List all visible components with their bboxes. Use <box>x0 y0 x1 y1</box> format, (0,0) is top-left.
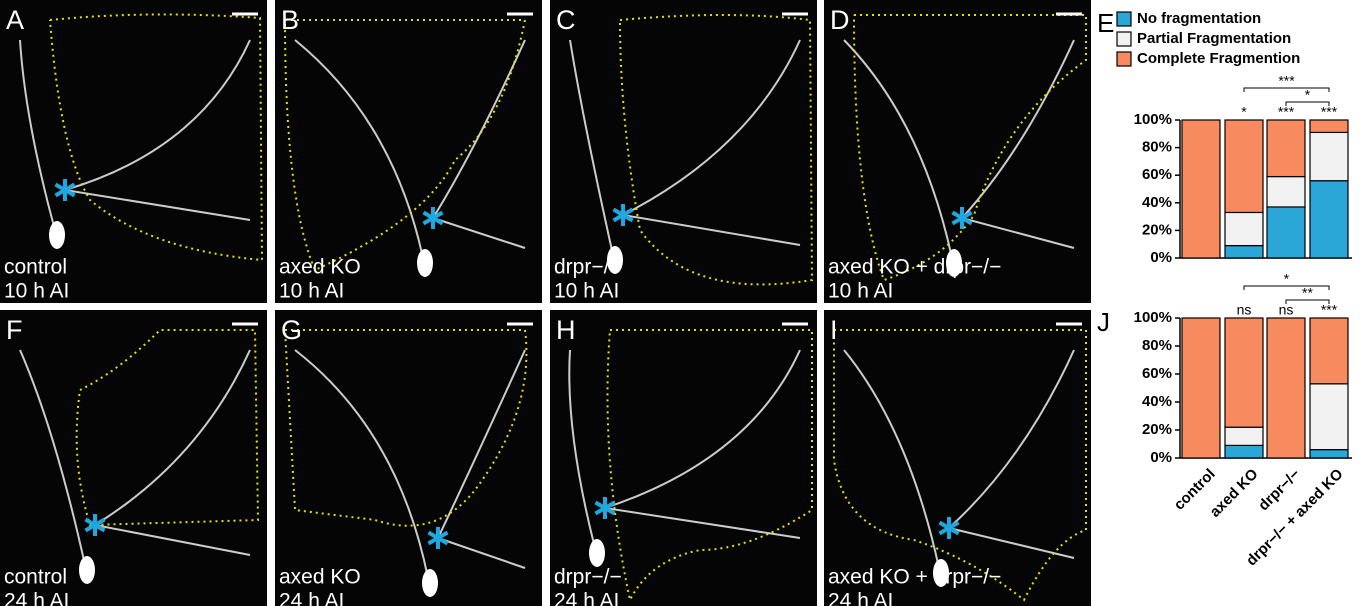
bar-segment <box>1182 318 1220 458</box>
page: {"panels": [ {"label": "A", "genotype": … <box>0 0 1362 606</box>
comparison-label: ** <box>1302 285 1313 301</box>
image-panel: Cdrpr−/−10 h AI <box>550 0 817 303</box>
y-tick-label: 80% <box>1142 139 1172 156</box>
y-tick-label: 40% <box>1142 393 1172 410</box>
panel-label: C <box>556 5 576 35</box>
bar-segment <box>1310 181 1348 258</box>
y-tick-label: 80% <box>1142 337 1172 354</box>
y-tick-label: 60% <box>1142 365 1172 382</box>
panel-label: I <box>830 315 838 345</box>
genotype-label: control <box>4 256 67 279</box>
y-tick-label: 40% <box>1142 194 1172 211</box>
legend-swatch <box>1117 52 1131 66</box>
panel-label: H <box>556 315 576 345</box>
panel-label: B <box>281 5 299 35</box>
bar-segment <box>1267 120 1305 177</box>
bar-segment <box>1225 120 1263 212</box>
comparison-label: * <box>1284 271 1290 287</box>
image-panel: Fcontrol24 h AI <box>0 310 267 606</box>
y-tick-label: 20% <box>1142 421 1172 438</box>
y-tick-label: 100% <box>1134 111 1172 128</box>
legend-label: Complete Fragmention <box>1137 50 1300 67</box>
genotype-label: axed KO <box>279 256 361 279</box>
bar-segment <box>1267 207 1305 258</box>
time-label: 10 h AI <box>279 280 344 303</box>
panel-label: J <box>1097 307 1110 337</box>
micrograph <box>0 310 267 606</box>
image-panel: Daxed KO + drpr−/−10 h AI <box>824 0 1091 303</box>
bar-segment <box>1267 318 1305 458</box>
genotype-label: axed KO + drpr−/− <box>828 566 1001 589</box>
genotype-label: axed KO <box>279 566 361 589</box>
bar-segment <box>1310 318 1348 384</box>
panel-label: A <box>6 5 24 35</box>
time-label: 24 h AI <box>554 590 619 606</box>
y-tick-label: 20% <box>1142 221 1172 238</box>
category-label: axed KO <box>1207 465 1262 520</box>
bar-segment <box>1225 212 1263 245</box>
micrograph <box>275 310 542 606</box>
panel-label: D <box>830 5 850 35</box>
significance-label: *** <box>1321 302 1338 318</box>
bar-segment <box>1267 177 1305 207</box>
cell-body <box>49 221 65 249</box>
y-tick-label: 100% <box>1134 309 1172 326</box>
bar-segment <box>1225 445 1263 458</box>
y-tick-label: 60% <box>1142 166 1172 183</box>
y-tick-label: 0% <box>1150 249 1172 266</box>
time-label: 24 h AI <box>4 590 69 606</box>
time-label: 10 h AI <box>4 280 69 303</box>
time-label: 24 h AI <box>279 590 344 606</box>
significance-label: ns <box>1237 302 1252 318</box>
panel-label: G <box>281 315 302 345</box>
legend-swatch <box>1117 12 1131 26</box>
micrograph <box>824 310 1091 606</box>
time-label: 24 h AI <box>828 590 893 606</box>
comparison-label: *** <box>1278 73 1295 89</box>
bar-segment <box>1225 246 1263 258</box>
bar-segment <box>1310 132 1348 180</box>
legend-label: Partial Fragmentation <box>1137 30 1291 47</box>
y-tick-label: 0% <box>1150 449 1172 466</box>
image-panel: Hdrpr−/−24 h AI <box>550 310 817 606</box>
genotype-label: axed KO + drpr−/− <box>828 256 1001 279</box>
legend-label: No fragmentation <box>1137 10 1261 27</box>
cell-body <box>79 556 95 584</box>
significance-label: *** <box>1321 104 1338 120</box>
comparison-label: * <box>1305 87 1311 103</box>
panel-label: E <box>1097 8 1114 38</box>
micrograph <box>550 310 817 606</box>
bar-segment <box>1310 450 1348 458</box>
cell-body <box>417 249 433 277</box>
genotype-label: control <box>4 566 67 589</box>
panel-label: F <box>6 315 23 345</box>
bar-segment <box>1310 384 1348 450</box>
time-label: 10 h AI <box>828 280 893 303</box>
time-label: 10 h AI <box>554 280 619 303</box>
significance-label: ns <box>1279 302 1294 318</box>
bar-segment <box>1225 318 1263 427</box>
bar-segment <box>1310 120 1348 132</box>
bar-segment <box>1182 120 1220 258</box>
figure: Acontrol10 h AIBaxed KO10 h AICdrpr−/−10… <box>0 0 1362 606</box>
legend-swatch <box>1117 32 1131 46</box>
bar-segment <box>1225 427 1263 445</box>
significance-label: *** <box>1278 104 1295 120</box>
cell-body <box>589 539 605 567</box>
significance-label: * <box>1241 104 1247 120</box>
genotype-label: drpr−/− <box>554 566 622 589</box>
genotype-label: drpr−/− <box>554 256 622 279</box>
cell-body <box>422 569 438 597</box>
